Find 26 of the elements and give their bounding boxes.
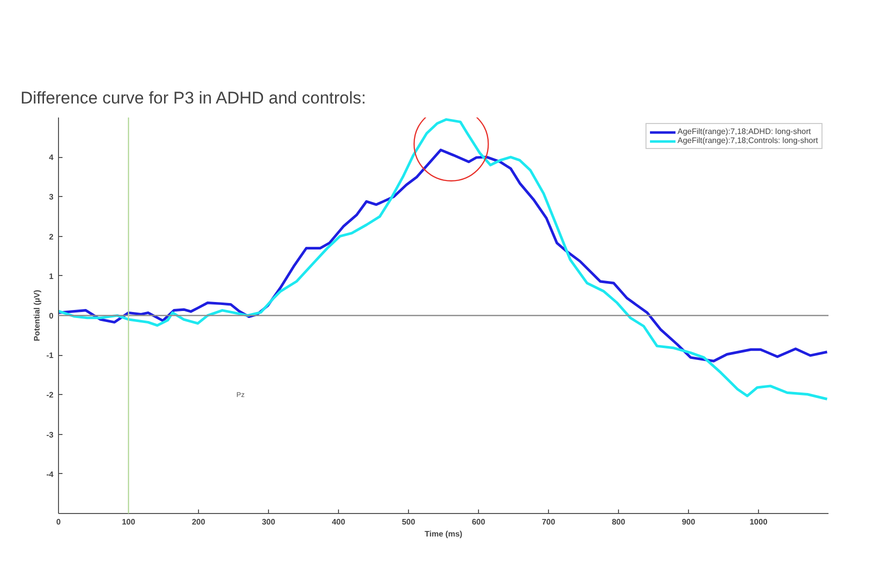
y-tick-label: -3 xyxy=(46,430,54,440)
x-tick-label: 200 xyxy=(192,518,206,526)
y-tick-label: -2 xyxy=(46,390,54,400)
x-tick-label: 600 xyxy=(472,518,486,526)
x-tick-label: 500 xyxy=(402,518,416,526)
x-tick-label: 700 xyxy=(542,518,556,526)
legend-label: AgeFilt(range):7,18;ADHD: long-short xyxy=(677,127,811,136)
y-tick-label: 2 xyxy=(49,232,54,242)
chart-title: Difference curve for P3 in ADHD and controls: xyxy=(20,88,366,108)
y-tick-label: 4 xyxy=(49,153,54,162)
y-tick-label: -1 xyxy=(46,351,54,360)
x-tick-label: 900 xyxy=(682,518,696,526)
x-tick-label: 800 xyxy=(612,518,626,526)
line-series xyxy=(58,118,828,400)
y-tick-label: 1 xyxy=(49,272,54,281)
legend-label: AgeFilt(range):7,18;Controls: long-short xyxy=(677,136,818,145)
x-tick-label: 0 xyxy=(56,518,62,526)
x-tick-label: 1000 xyxy=(750,518,768,526)
x-tick-label: 300 xyxy=(262,518,276,526)
x-tick-label: 100 xyxy=(122,518,136,526)
y-tick-label: 3 xyxy=(49,192,54,202)
y-tick-label: -4 xyxy=(46,470,54,479)
x-axis-title: Time (ms) xyxy=(424,530,463,538)
x-tick-label: 400 xyxy=(332,518,346,526)
y-tick-label: 0 xyxy=(49,312,54,320)
y-axis-title: Potential (µV) xyxy=(32,290,42,342)
